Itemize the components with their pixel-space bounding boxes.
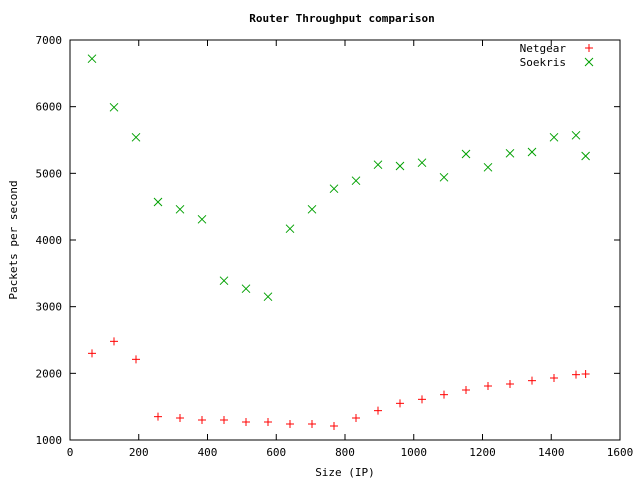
data-point: [418, 395, 426, 404]
data-point: [581, 151, 590, 161]
data-point: [87, 54, 97, 64]
data-point: [373, 160, 383, 170]
y-tick-label: 1000: [36, 434, 63, 447]
data-point: [308, 420, 316, 428]
data-point: [241, 284, 251, 294]
data-point: [483, 162, 493, 172]
y-tick-label: 3000: [36, 301, 63, 314]
data-point: [198, 416, 206, 424]
data-point: [219, 276, 229, 286]
data-point: [484, 382, 492, 390]
data-point: [329, 184, 339, 194]
data-point: [439, 172, 449, 182]
x-tick-label: 600: [266, 446, 286, 459]
data-point: [220, 416, 228, 424]
data-point: [374, 406, 382, 415]
legend-label: Soekris: [520, 56, 566, 69]
data-point: [175, 204, 185, 214]
data-point: [242, 418, 250, 426]
data-point: [549, 132, 559, 142]
data-point: [395, 161, 405, 171]
x-axis-label: Size (IP): [315, 466, 375, 479]
x-tick-label: 1400: [538, 446, 565, 459]
data-point: [527, 147, 537, 157]
data-point: [88, 349, 96, 358]
data-point: [461, 149, 471, 159]
series-netgear: [88, 337, 590, 430]
data-point: [571, 130, 581, 140]
x-tick-label: 1200: [469, 446, 496, 459]
data-point: [110, 337, 118, 346]
data-point: [572, 370, 580, 379]
data-point: [197, 214, 207, 224]
data-point: [505, 148, 515, 158]
data-point: [285, 224, 295, 234]
legend-label: Netgear: [520, 42, 567, 55]
series-layer: [87, 54, 590, 430]
data-point: [109, 102, 119, 112]
series-soekris: [87, 54, 590, 302]
data-point: [581, 370, 590, 378]
data-point: [176, 414, 184, 422]
data-point: [417, 158, 427, 168]
data-point: [352, 414, 360, 422]
data-point: [528, 376, 536, 385]
y-tick-label: 6000: [36, 101, 63, 114]
data-point: [286, 420, 294, 428]
data-point: [264, 418, 272, 426]
data-point: [506, 380, 514, 388]
legend-marker: [584, 57, 594, 67]
data-point: [330, 422, 338, 430]
data-point: [462, 386, 470, 394]
y-tick-label: 5000: [36, 167, 63, 180]
data-point: [132, 355, 140, 364]
legend-marker: [585, 44, 593, 52]
x-axis: 0 200 400 600 800 1000 1200 1400 1600: [67, 40, 634, 459]
data-point: [351, 176, 361, 186]
data-point: [550, 374, 558, 382]
y-tick-label: 4000: [36, 234, 63, 247]
data-point: [131, 132, 141, 142]
y-axis-label: Packets per second: [7, 180, 20, 299]
x-tick-label: 1600: [607, 446, 634, 459]
x-tick-label: 1000: [401, 446, 428, 459]
data-point: [154, 412, 162, 421]
data-point: [263, 292, 273, 302]
data-point: [307, 204, 317, 214]
y-tick-label: 7000: [36, 34, 63, 47]
data-point: [396, 399, 404, 408]
x-tick-label: 200: [129, 446, 149, 459]
x-tick-label: 400: [198, 446, 218, 459]
data-point: [153, 197, 163, 207]
x-tick-label: 0: [67, 446, 74, 459]
chart-title: Router Throughput comparison: [249, 12, 434, 25]
y-axis: 1000 2000 3000 4000 5000 6000 7000: [36, 34, 620, 447]
y-tick-label: 2000: [36, 367, 63, 380]
data-point: [440, 390, 448, 399]
x-tick-label: 800: [335, 446, 355, 459]
